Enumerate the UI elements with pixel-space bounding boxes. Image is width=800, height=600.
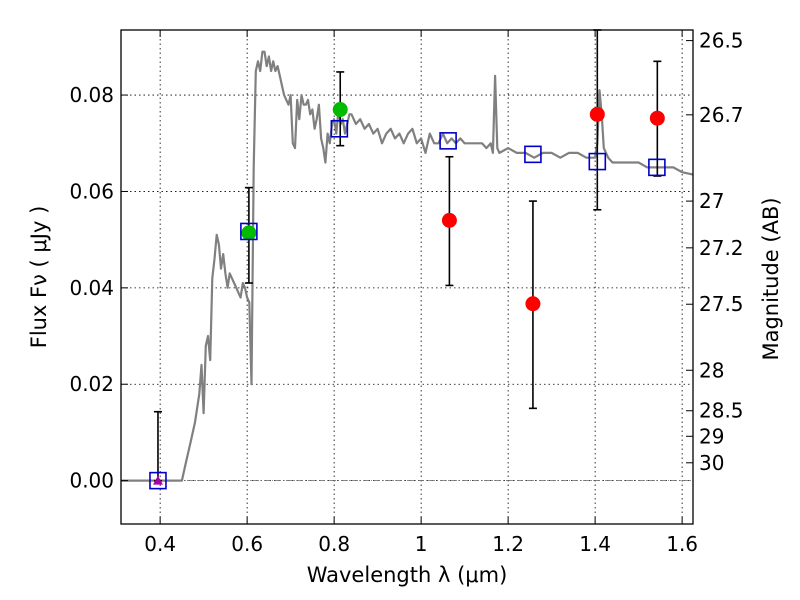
model-flux-square <box>524 145 542 164</box>
observed-flux-point <box>649 110 665 126</box>
y-tick-label: 0.08 <box>69 83 114 107</box>
y2-tick-label: 27.5 <box>699 292 744 316</box>
axis-ticks: 0.4 0.6 0.8 1 1.2 1.4 1.6 0.00 0.02 0.04 0.06 0.08 2… <box>69 29 743 556</box>
y2-tick-label: 27.2 <box>699 236 744 260</box>
x-axis-label: Wavelength λ (μm) <box>307 563 508 587</box>
x-tick-label: 1.6 <box>666 532 698 556</box>
y2-tick-label: 28.5 <box>699 399 744 423</box>
observed-flux-point <box>589 106 605 122</box>
x-tick-label: 0.4 <box>144 532 176 556</box>
y2-tick-label: 28 <box>699 358 724 382</box>
data-markers <box>149 102 666 490</box>
model-flux-square <box>330 120 349 138</box>
observed-flux-point <box>241 225 257 241</box>
observed-flux-point <box>441 212 457 228</box>
upper-limit-triangle <box>152 475 163 485</box>
plot-frame <box>120 29 694 525</box>
model-spectrum-line <box>121 50 694 482</box>
error-bars <box>153 29 662 482</box>
x-tick-label: 0.8 <box>318 532 350 556</box>
model-spectrum <box>121 50 694 482</box>
observed-flux-point <box>332 102 348 118</box>
y2-tick-label: 26.7 <box>699 103 744 127</box>
y-tick-label: 0.02 <box>69 372 114 396</box>
y-axis-label: Flux Fν ( μJy ) <box>27 206 51 349</box>
model-flux-square <box>439 132 457 150</box>
x-tick-label: 1 <box>415 532 428 556</box>
observed-flux-point <box>525 296 541 312</box>
y-tick-label: 0.04 <box>69 276 114 300</box>
model-flux-square <box>588 152 607 171</box>
y2-tick-label: 26.5 <box>699 29 744 53</box>
model-flux-square <box>648 158 666 177</box>
y-tick-label: 0.06 <box>69 179 114 203</box>
model-flux-square <box>240 222 258 241</box>
y-tick-label: 0.00 <box>69 469 114 493</box>
y2-axis-label: Magnitude (AB) <box>759 197 783 360</box>
y2-tick-label: 30 <box>699 451 724 475</box>
y2-tick-label: 27 <box>699 189 724 213</box>
x-tick-label: 1.4 <box>579 532 611 556</box>
grid-lines <box>121 30 693 524</box>
x-tick-label: 0.6 <box>231 532 263 556</box>
y2-tick-label: 29 <box>699 424 724 448</box>
x-tick-label: 1.2 <box>492 532 524 556</box>
model-flux-square <box>149 471 167 490</box>
